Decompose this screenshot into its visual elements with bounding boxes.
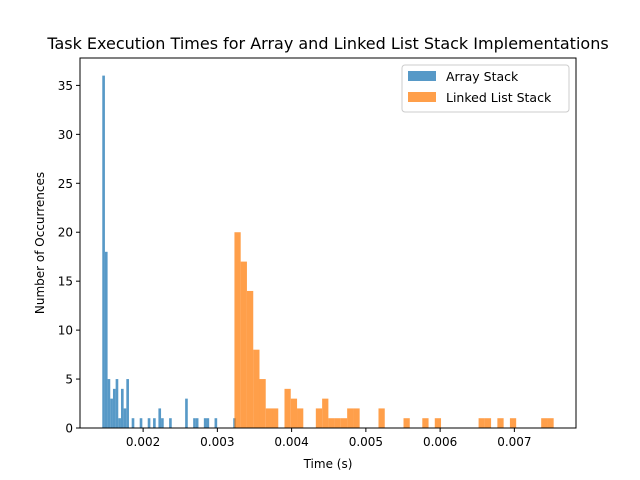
array-stack-bar [158, 408, 162, 428]
array-stack-bar [185, 398, 188, 428]
linked-list-stack-bar [478, 418, 485, 428]
linked-list-stack-bar [340, 418, 348, 428]
linked-list-stack-bar [422, 418, 429, 428]
x-axis-label: Time (s) [303, 457, 353, 471]
linked-list-stack-bar [497, 418, 504, 428]
y-axis-label: Number of Occurrences [33, 172, 47, 314]
linked-list-stack-bar [272, 408, 279, 428]
array-stack-bar [153, 418, 156, 428]
y-tick-label: 25 [58, 177, 73, 191]
linked-list-stack-bar [322, 398, 329, 428]
linked-list-stack-bar [246, 290, 254, 428]
legend: Array Stack Linked List Stack [401, 64, 570, 113]
linked-list-stack-bar [297, 408, 304, 428]
linked-list-stack-bar [259, 379, 266, 428]
plot-bars [102, 75, 554, 429]
x-tick-label: 0.004 [274, 435, 308, 449]
linked-list-stack-bar [509, 418, 517, 428]
array-stack-bar [169, 418, 172, 428]
array-stack-bar [126, 379, 129, 428]
array-stack-bar [203, 418, 207, 428]
y-tick-label: 30 [58, 128, 73, 142]
x-tick-label: 0.006 [423, 435, 457, 449]
array-stack-bar [102, 75, 105, 429]
linked-list-stack-bar [434, 418, 442, 428]
chart-title: Task Execution Times for Array and Linke… [46, 34, 608, 53]
linked-list-stack-bar [334, 418, 341, 428]
linked-list-stack-bar [353, 408, 360, 428]
x-tick-label: 0.003 [200, 435, 234, 449]
y-tick-label: 0 [65, 422, 73, 436]
array-stack-bar [115, 379, 119, 428]
y-tick-label: 5 [65, 373, 73, 387]
array-stack-bar [131, 418, 135, 428]
legend-label-linked-list-stack: Linked List Stack [446, 90, 552, 105]
array-stack-bar [107, 379, 111, 428]
x-tick-label: 0.002 [126, 435, 160, 449]
linked-list-stack-bar [234, 232, 241, 428]
x-tick-label: 0.007 [497, 435, 531, 449]
linked-list-stack-bar [378, 408, 385, 428]
x-axis-ticks: 0.002 0.003 0.004 0.005 0.006 0.007 [126, 428, 532, 449]
linked-list-stack-bar [315, 408, 323, 428]
y-tick-label: 20 [58, 226, 73, 240]
array-stack-bar [104, 251, 108, 428]
array-stack-bar [123, 408, 127, 428]
linked-list-stack-bar [328, 418, 335, 428]
linked-list-stack-bar [403, 418, 410, 428]
array-stack-bar [161, 418, 164, 428]
legend-swatch-array-stack [408, 71, 436, 81]
legend-label-array-stack: Array Stack [446, 69, 519, 84]
linked-list-stack-bar [541, 418, 548, 428]
array-stack-bar [112, 388, 116, 428]
axes-frame [79, 57, 577, 429]
array-stack-bar [214, 418, 218, 428]
array-stack-bar [110, 398, 113, 428]
legend-swatch-linked-list-stack [408, 92, 436, 102]
linked-list-stack-bar [484, 418, 492, 428]
array-stack-bar [120, 388, 124, 428]
array-stack-bar [195, 418, 199, 428]
y-tick-label: 15 [58, 275, 73, 289]
array-stack-bar [147, 418, 151, 428]
linked-list-stack-bar [290, 398, 298, 428]
legend-box [401, 64, 570, 113]
array-stack-bar [118, 418, 121, 428]
array-stack-bar [206, 418, 210, 428]
y-tick-label: 10 [58, 324, 73, 338]
linked-list-stack-bar [284, 388, 291, 428]
linked-list-stack-bar [547, 418, 554, 428]
linked-list-stack-bar [265, 408, 273, 428]
y-axis-ticks: 0 5 10 15 20 25 30 35 [58, 79, 80, 436]
x-tick-label: 0.005 [349, 435, 383, 449]
linked-list-stack-bar [347, 408, 354, 428]
y-tick-label: 35 [58, 79, 73, 93]
array-stack-bar [139, 418, 143, 428]
array-stack-bar [193, 418, 196, 428]
linked-list-stack-bar [253, 349, 260, 428]
linked-list-stack-bar [240, 261, 247, 428]
